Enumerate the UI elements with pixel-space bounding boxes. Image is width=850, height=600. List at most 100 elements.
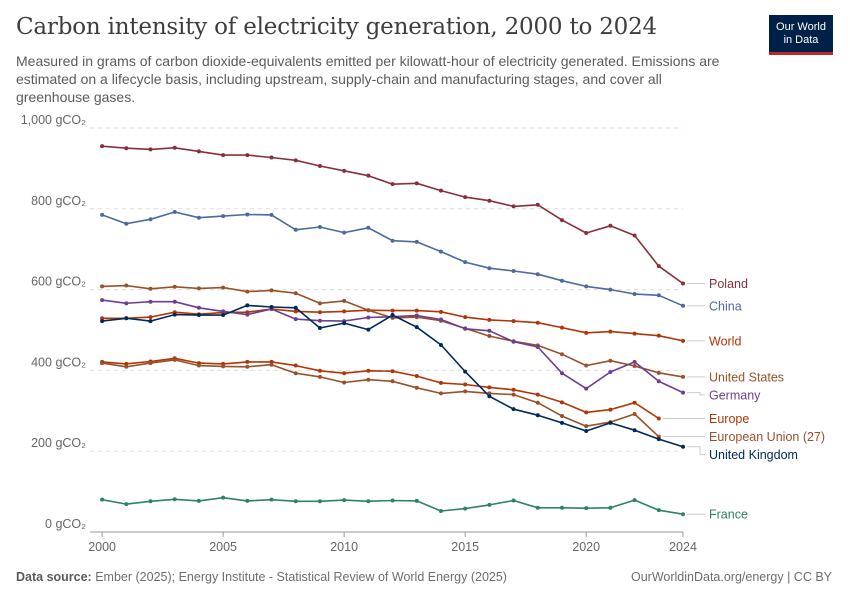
data-point-europe (608, 407, 613, 412)
data-point-european-union-27 (632, 412, 637, 417)
data-point-poland (342, 168, 347, 173)
data-point-united-kingdom (172, 312, 177, 317)
data-point-china (681, 303, 685, 308)
data-point-world (293, 309, 298, 314)
data-point-poland (632, 233, 637, 238)
data-point-germany (608, 370, 613, 375)
data-point-european-union-27 (172, 357, 177, 362)
legend-label-united-kingdom: United Kingdom (709, 448, 798, 462)
data-point-europe (559, 400, 564, 405)
data-point-europe (487, 385, 492, 390)
data-point-china (608, 287, 613, 292)
x-tick-label: 2005 (209, 540, 237, 554)
legend-label-germany: Germany (709, 388, 761, 402)
owid-logo[interactable]: Our World in Data (769, 15, 833, 55)
data-point-france (221, 495, 226, 500)
data-point-poland (269, 155, 274, 160)
data-point-germany (438, 317, 443, 322)
data-point-france (269, 497, 274, 502)
data-point-germany (148, 299, 153, 304)
data-point-poland (245, 153, 250, 158)
data-point-france (438, 508, 443, 513)
data-point-china (196, 215, 201, 220)
data-point-european-union-27 (148, 361, 153, 366)
data-point-united-states (293, 291, 298, 296)
data-point-china (100, 212, 105, 217)
series-line-europe (102, 357, 660, 420)
data-point-world (414, 308, 419, 313)
data-point-united-kingdom (317, 325, 322, 330)
data-point-germany (124, 301, 129, 306)
data-point-united-kingdom (463, 369, 468, 374)
data-point-china (463, 260, 468, 265)
chart-title: Carbon intensity of electricity generati… (16, 14, 657, 40)
data-point-france (584, 506, 589, 511)
data-point-china (511, 269, 516, 274)
data-point-world (584, 330, 589, 335)
data-point-poland (293, 158, 298, 163)
data-source-label: Data source: (16, 570, 92, 584)
data-point-china (148, 217, 153, 222)
connector-united-kingdom (687, 446, 705, 456)
data-point-united-states (317, 301, 322, 306)
data-point-united-states (608, 358, 613, 363)
data-point-united-states (245, 289, 250, 294)
x-axis: 2000 2005 2010 2015 2020 2024 (88, 531, 697, 554)
data-point-european-union-27 (438, 391, 443, 396)
data-point-poland (317, 163, 322, 168)
data-point-china (317, 224, 322, 229)
series-line-china (101, 211, 684, 307)
data-point-france (511, 498, 516, 503)
data-point-european-union-27 (317, 374, 322, 379)
legend-label-poland: Poland (709, 277, 748, 291)
data-point-france (632, 498, 637, 503)
data-point-germany (463, 326, 468, 331)
data-point-united-kingdom (608, 420, 613, 425)
data-point-world (463, 315, 468, 320)
data-point-united-kingdom (559, 420, 564, 425)
data-point-china (293, 227, 298, 232)
data-point-china (584, 284, 589, 289)
data-point-united-states (584, 363, 589, 368)
data-point-poland (559, 218, 564, 223)
data-point-world (681, 338, 685, 343)
x-tick-label: 2015 (451, 540, 479, 554)
data-point-germany (172, 299, 177, 304)
data-point-european-union-27 (463, 389, 468, 394)
y-axis-labels: 0 gCO₂ 200 gCO₂ 400 gCO₂ 600 gCO₂ 800 gCO₂ 1,… (21, 113, 86, 531)
y-tick-label: 400 gCO₂ (31, 355, 86, 369)
data-point-united-states (221, 285, 226, 290)
data-point-europe (535, 392, 540, 397)
data-point-germany (221, 309, 226, 314)
data-point-united-kingdom (632, 428, 637, 433)
data-point-world (100, 316, 105, 321)
data-point-china (487, 266, 492, 271)
data-point-europe (293, 363, 298, 368)
data-point-european-union-27 (100, 361, 105, 366)
data-point-poland (148, 147, 153, 152)
footer-link[interactable]: OurWorldinData.org/energy | CC BY (630, 570, 832, 584)
data-point-europe (414, 374, 419, 379)
data-point-united-kingdom (681, 444, 685, 449)
data-point-united-states (172, 284, 177, 289)
data-point-european-union-27 (269, 362, 274, 367)
data-point-world (535, 320, 540, 325)
data-point-world (608, 329, 613, 334)
data-point-germany (632, 359, 637, 364)
data-point-united-states (681, 374, 685, 379)
data-point-european-union-27 (293, 371, 298, 376)
data-point-united-kingdom (414, 325, 419, 330)
series-line-european-union-27 (101, 359, 660, 438)
data-point-china (632, 292, 637, 297)
data-point-united-kingdom (269, 304, 274, 309)
legend-label-world: World (709, 334, 741, 348)
data-point-germany (535, 344, 540, 349)
data-point-france (414, 498, 419, 503)
y-tick-label: 800 gCO₂ (31, 194, 86, 208)
data-point-united-kingdom (366, 327, 371, 332)
data-point-europe (438, 380, 443, 385)
data-point-united-kingdom (584, 429, 589, 433)
data-point-united-kingdom (390, 313, 395, 318)
data-point-european-union-27 (366, 377, 371, 382)
data-point-poland (124, 146, 129, 151)
